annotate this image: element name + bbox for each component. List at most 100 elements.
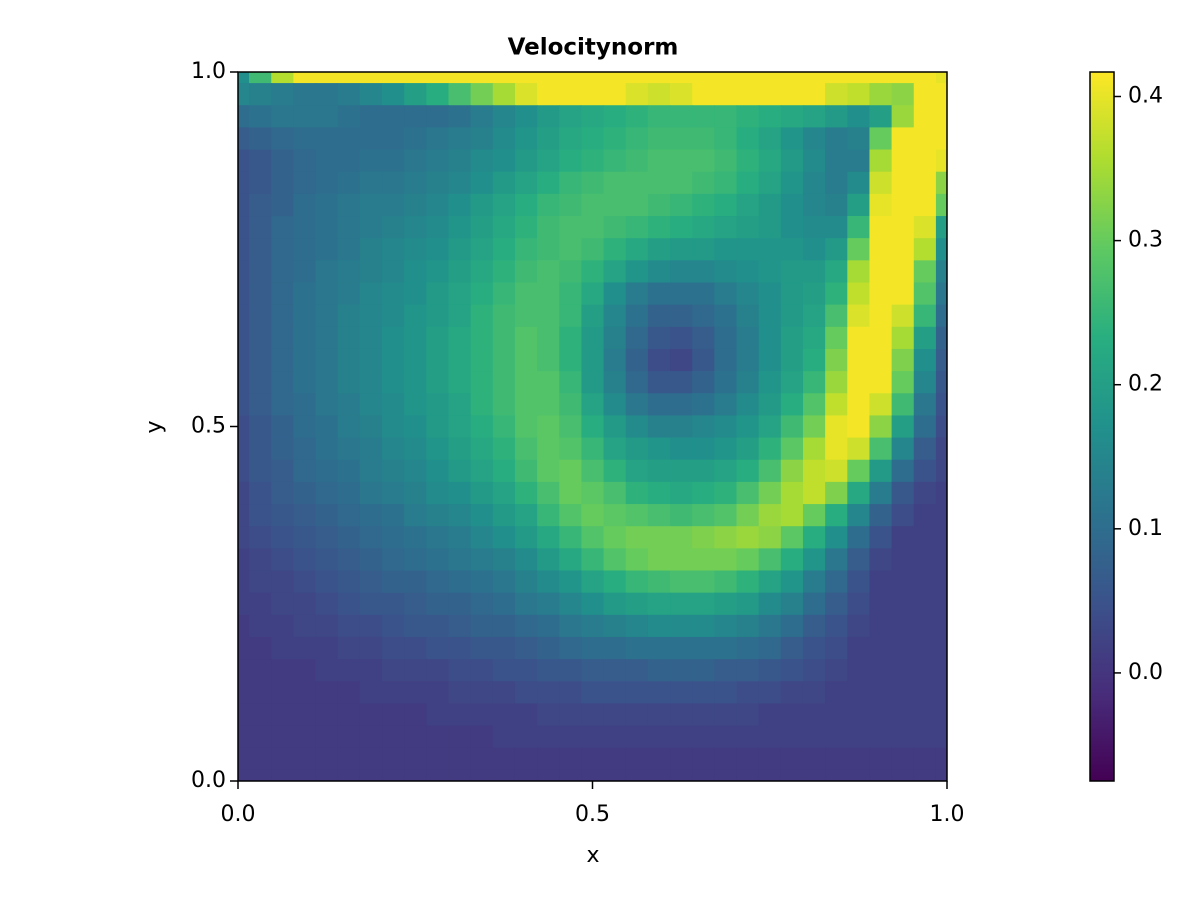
heatmap-cell [249,326,272,350]
heatmap-cell [426,592,450,616]
heatmap-cell [337,105,361,128]
heatmap-cell [315,171,339,195]
heatmap-cell [714,526,738,549]
heatmap-cell [271,260,294,284]
heatmap-cell [891,636,915,660]
heatmap-cell [382,614,405,638]
heatmap-cell [382,437,405,461]
heatmap-cell [404,725,427,749]
heatmap-cell [271,348,294,372]
heatmap-cell [271,326,294,350]
heatmap-cell [514,348,538,372]
heatmap-cell [249,437,272,461]
heatmap-cell [359,371,383,394]
heatmap-cell [869,415,893,439]
heatmap-cell [891,348,915,372]
heatmap-cell [382,149,405,173]
heatmap-cell [293,614,317,638]
heatmap-cell [780,769,804,781]
heatmap-cell [315,703,339,727]
heatmap-cell [935,127,947,151]
heatmap-cell [315,348,339,372]
heatmap-cell [825,260,848,284]
heatmap-cell [670,216,693,239]
heatmap-cell [559,636,583,660]
heatmap-cell [758,725,782,749]
heatmap-cell [448,415,472,439]
heatmap-cell [359,570,383,594]
heatmap-cell [891,548,915,572]
heatmap-cell [625,437,649,461]
heatmap-cell [359,260,383,284]
heatmap-cell [337,659,361,682]
heatmap-cell [825,282,848,306]
heatmap-cell [758,570,782,594]
heatmap-cell [869,171,893,195]
heatmap-cell [692,526,715,549]
heatmap-cell [359,72,383,84]
heatmap-cell [315,83,339,106]
heatmap-cell [271,614,294,638]
heatmap-cell [825,348,848,372]
heatmap-cell [758,304,782,328]
heatmap-cell [869,659,893,682]
heatmap-cell [238,459,250,483]
heatmap-cell [271,703,294,727]
heatmap-cell [714,216,738,239]
heatmap-cell [758,747,782,771]
heatmap-cell [382,171,405,195]
heatmap-cell [670,570,693,594]
heatmap-cell [537,393,560,417]
heatmap-cell [470,105,494,128]
heatmap-cell [780,260,804,284]
heatmap-cell [913,348,937,372]
heatmap-cell [758,348,782,372]
heatmap-cell [780,105,804,128]
heatmap-cell [647,83,671,106]
heatmap-cell [271,149,294,173]
heatmap-cell [249,415,272,439]
heatmap-cell [802,171,826,195]
heatmap-cell [935,105,947,128]
heatmap-cell [714,548,738,572]
heatmap-cell [603,526,627,549]
heatmap-cell [714,415,738,439]
heatmap-cell [935,348,947,372]
heatmap-cell [249,304,272,328]
heatmap-cell [404,304,427,328]
heatmap-cell [426,348,450,372]
heatmap-cell [315,216,339,239]
heatmap-cell [315,548,339,572]
heatmap-cell [869,72,893,84]
heatmap-cell [913,393,937,417]
heatmap-cell [293,703,317,727]
heatmap-cell [359,437,383,461]
heatmap-cell [448,393,472,417]
heatmap-cell [780,238,804,261]
heatmap-cell [714,747,738,771]
heatmap-cell [913,548,937,572]
heatmap-cell [847,570,871,594]
heatmap-cell [537,747,560,771]
heatmap-cell [249,371,272,394]
heatmap-cell [625,149,649,173]
heatmap-cell [780,326,804,350]
heatmap-cell [869,548,893,572]
heatmap-cell [492,149,516,173]
heatmap-cell [337,326,361,350]
heatmap-cell [559,437,583,461]
heatmap-cell [382,459,405,483]
heatmap-cell [271,526,294,549]
heatmap-cell [559,260,583,284]
heatmap-cell [736,72,760,84]
heatmap-cell [825,725,848,749]
heatmap-cell [337,526,361,549]
heatmap-cell [426,504,450,527]
heatmap-cell [603,725,627,749]
heatmap-cell [382,348,405,372]
heatmap-cell [537,371,560,394]
heatmap-cell [271,504,294,527]
heatmap-cell [249,83,272,106]
heatmap-cell [537,260,560,284]
